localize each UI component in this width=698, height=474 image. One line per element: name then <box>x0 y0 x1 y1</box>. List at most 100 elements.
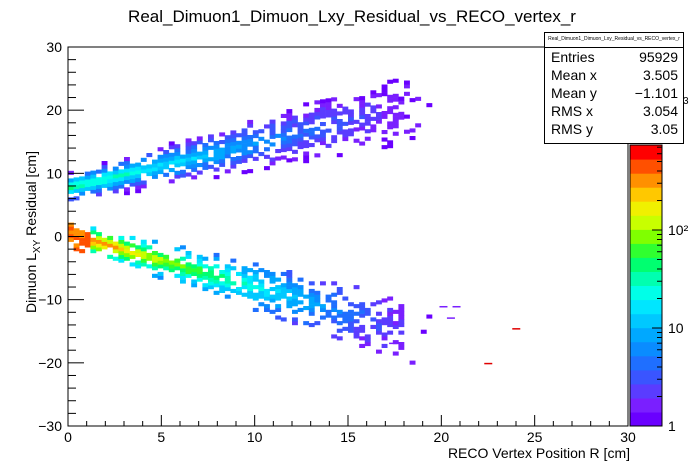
heatmap-cell <box>101 172 108 177</box>
heatmap-cell <box>392 131 399 136</box>
heatmap-cell <box>135 162 142 167</box>
heatmap-cell <box>359 107 366 112</box>
heatmap-cell <box>292 321 298 326</box>
heatmap-cell <box>157 252 164 257</box>
heatmap-cell <box>331 315 338 320</box>
heatmap-cell <box>342 129 349 134</box>
palette-segment <box>630 369 662 385</box>
heatmap-cell <box>196 262 203 267</box>
heatmap-cell <box>280 283 287 288</box>
heatmap-cell <box>308 281 315 286</box>
heatmap-cell <box>241 151 248 156</box>
heatmap-cell <box>320 141 326 146</box>
heatmap-cell <box>387 106 394 111</box>
heatmap-cell <box>336 153 343 158</box>
heatmap-cell <box>224 154 231 159</box>
heatmap-cell <box>247 283 254 288</box>
x-axis-label: RECO Vertex Position R [cm] <box>448 445 630 461</box>
heatmap-cell <box>381 92 388 97</box>
heatmap-cell <box>157 170 164 175</box>
heatmap-cell <box>191 156 198 161</box>
heatmap-cell <box>258 290 265 295</box>
heatmap-cell <box>163 172 170 177</box>
heatmap-cell <box>129 182 136 187</box>
heatmap-cell <box>269 134 276 139</box>
heatmap-cell <box>219 162 226 167</box>
heatmap-cell <box>286 120 293 125</box>
heatmap-cell <box>180 154 186 159</box>
heatmap-cell <box>230 145 237 150</box>
heatmap-cell <box>297 122 304 127</box>
heatmap-cell <box>196 163 203 168</box>
heatmap-cell <box>308 304 315 309</box>
heatmap-cell <box>68 182 74 187</box>
heatmap-cell <box>297 126 304 131</box>
heatmap-cell <box>314 134 321 139</box>
heatmap-cell <box>348 317 354 322</box>
heatmap-cell <box>73 243 80 248</box>
palette-segment <box>630 327 662 343</box>
heatmap-cell <box>241 136 248 141</box>
heatmap-cell <box>381 332 388 337</box>
heatmap-cell <box>404 129 410 134</box>
heatmap-cell <box>381 114 388 119</box>
heatmap-cell <box>174 163 181 168</box>
stats-title: Real_Dimuon1_Dimuon_Lxy_Residual_vs_RECO… <box>545 33 683 48</box>
heatmap-cell <box>152 258 158 263</box>
heatmap-cell <box>213 279 220 284</box>
heatmap-cell <box>152 174 158 179</box>
heatmap-cell <box>389 342 398 345</box>
heatmap-cell <box>336 309 343 314</box>
heatmap-cell <box>286 158 293 163</box>
heatmap-cell <box>331 300 338 305</box>
heatmap-cell <box>398 100 405 105</box>
heatmap-cell <box>336 130 343 135</box>
heatmap-cell <box>292 142 298 147</box>
heatmap-cell <box>320 304 326 309</box>
heatmap-cell <box>342 315 349 320</box>
heatmap-cell <box>325 143 332 148</box>
heatmap-cell <box>185 172 192 177</box>
heatmap-cell <box>387 311 394 316</box>
heatmap-cell <box>370 109 377 114</box>
heatmap-cell <box>213 256 220 261</box>
heatmap-cell <box>191 141 198 146</box>
heatmap-cell <box>152 159 158 164</box>
heatmap-cell <box>168 168 175 173</box>
heatmap-cell <box>180 264 186 269</box>
heatmap-cell <box>163 153 170 158</box>
heatmap-cell <box>280 271 287 276</box>
heatmap-cell <box>146 245 153 250</box>
heatmap-cell <box>370 116 377 121</box>
heatmap-cell <box>224 142 231 147</box>
heatmap-cell <box>376 93 382 98</box>
heatmap-cell <box>135 170 142 175</box>
x-tick-label: 0 <box>64 429 72 445</box>
heatmap-cell <box>353 330 360 335</box>
stats-row: RMS y 3.05 <box>545 120 683 138</box>
heatmap-cell <box>303 294 310 299</box>
heatmap-cell <box>174 148 181 153</box>
heatmap-cell <box>191 268 198 273</box>
heatmap-cell <box>247 290 254 295</box>
heatmap-cell <box>370 90 377 95</box>
heatmap-cell <box>325 298 332 303</box>
heatmap-cell <box>314 321 321 326</box>
heatmap-cell <box>342 319 349 324</box>
heatmap-cell <box>135 264 142 269</box>
heatmap-cell <box>370 94 377 99</box>
heatmap-cell <box>124 245 130 250</box>
heatmap-cell <box>484 362 493 365</box>
heatmap-cell <box>308 311 315 316</box>
heatmap-cell <box>129 254 136 259</box>
heatmap-cell <box>280 132 287 137</box>
heatmap-cell <box>180 158 186 163</box>
heatmap-cell <box>320 281 326 286</box>
heatmap-cell <box>185 262 192 267</box>
heatmap-cell <box>387 79 394 84</box>
heatmap-cell <box>73 228 80 233</box>
heatmap-cell <box>252 156 259 161</box>
heatmap-cell <box>219 285 226 290</box>
palette-segment <box>630 173 662 188</box>
